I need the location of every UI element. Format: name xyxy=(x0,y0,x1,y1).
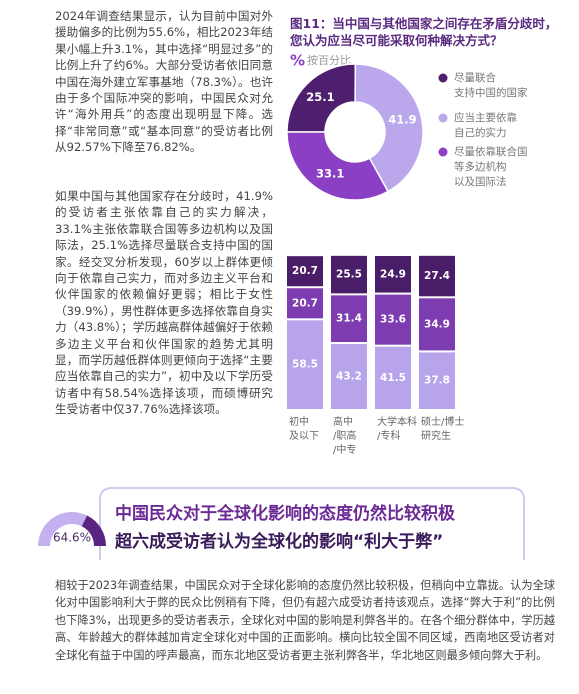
section-frame xyxy=(99,487,525,560)
paragraph: 如果中国与其他国家存在分歧时，41.9%的受访者主张依靠自己的实力解决，33.1… xyxy=(55,189,273,417)
gauge-fill xyxy=(38,512,88,546)
bar-label: 31.4 xyxy=(336,313,362,325)
bar-label: 20.7 xyxy=(292,297,318,309)
legend-swatch xyxy=(438,147,448,157)
bar-label: 24.9 xyxy=(380,268,406,280)
pie-slice xyxy=(286,63,357,133)
pie-slice xyxy=(286,131,390,201)
bar-segment xyxy=(375,256,411,293)
x-tick-label: 大学本科/专科 xyxy=(377,415,417,442)
section-subtitle: 超六成受访者认为全球化的影响“利大于弊” xyxy=(115,531,443,552)
x-tick-label: 高中/职高/中专 xyxy=(333,415,356,456)
gauge-label: 64.6% xyxy=(53,531,91,545)
paragraph: 2024年调查结果显示，认为目前中国对外援助偏多的比例为55.6%，相比2023… xyxy=(55,9,273,155)
bar-segment xyxy=(331,255,367,294)
legend-label: 尽量依靠联合国等多边机构以及国际法 xyxy=(454,145,528,188)
bar-segment xyxy=(375,294,411,345)
legend-label: 应当主要依靠自己的实力 xyxy=(454,111,517,139)
bar-label: 34.9 xyxy=(424,318,450,330)
bar-segment xyxy=(419,255,455,297)
gauge-rest xyxy=(81,515,106,546)
bar-label: 37.8 xyxy=(424,375,450,387)
slice-label: 33.1 xyxy=(316,167,344,181)
legend-swatch xyxy=(438,73,448,83)
bar-label: 33.6 xyxy=(380,314,406,326)
bar-segment xyxy=(287,256,323,287)
bar-segment xyxy=(287,320,323,409)
slice-label: 41.9 xyxy=(388,112,416,126)
section-title: 中国民众对于全球化影响的态度仍然比较积极 xyxy=(115,503,455,524)
figure-subtitle: 按百分比 xyxy=(307,53,351,67)
bar-label: 25.5 xyxy=(336,269,362,281)
bar-segment xyxy=(331,295,367,343)
bar-segment xyxy=(419,352,455,409)
pie-slice xyxy=(354,63,424,193)
bar-label: 27.4 xyxy=(424,270,450,282)
bar-label: 41.5 xyxy=(380,372,406,384)
bar-label: 58.5 xyxy=(292,359,318,371)
legend-label: 尽量联合支持中国的国家 xyxy=(454,71,528,99)
bar-segment xyxy=(419,298,455,351)
x-tick-label: 初中及以下 xyxy=(289,415,319,442)
bar-segment xyxy=(375,346,411,409)
subtitle-icon: % xyxy=(290,52,305,70)
bar-segment xyxy=(331,344,367,409)
bar-segment xyxy=(287,288,323,319)
x-tick-label: 硕士/博士研究生 xyxy=(421,415,464,442)
slice-label: 25.1 xyxy=(306,90,334,104)
paragraph: 相较于2023年调查结果，中国民众对于全球化影响的态度仍然比较积极，但稍向中立靠… xyxy=(55,579,555,662)
legend-swatch xyxy=(438,113,448,123)
figure-title: 图11：当中国与其他国家之间存在矛盾分歧时，您认为应当尽可能采取何种解决方式？ xyxy=(290,16,557,48)
bar-label: 43.2 xyxy=(336,371,362,383)
bar-label: 20.7 xyxy=(292,265,318,277)
